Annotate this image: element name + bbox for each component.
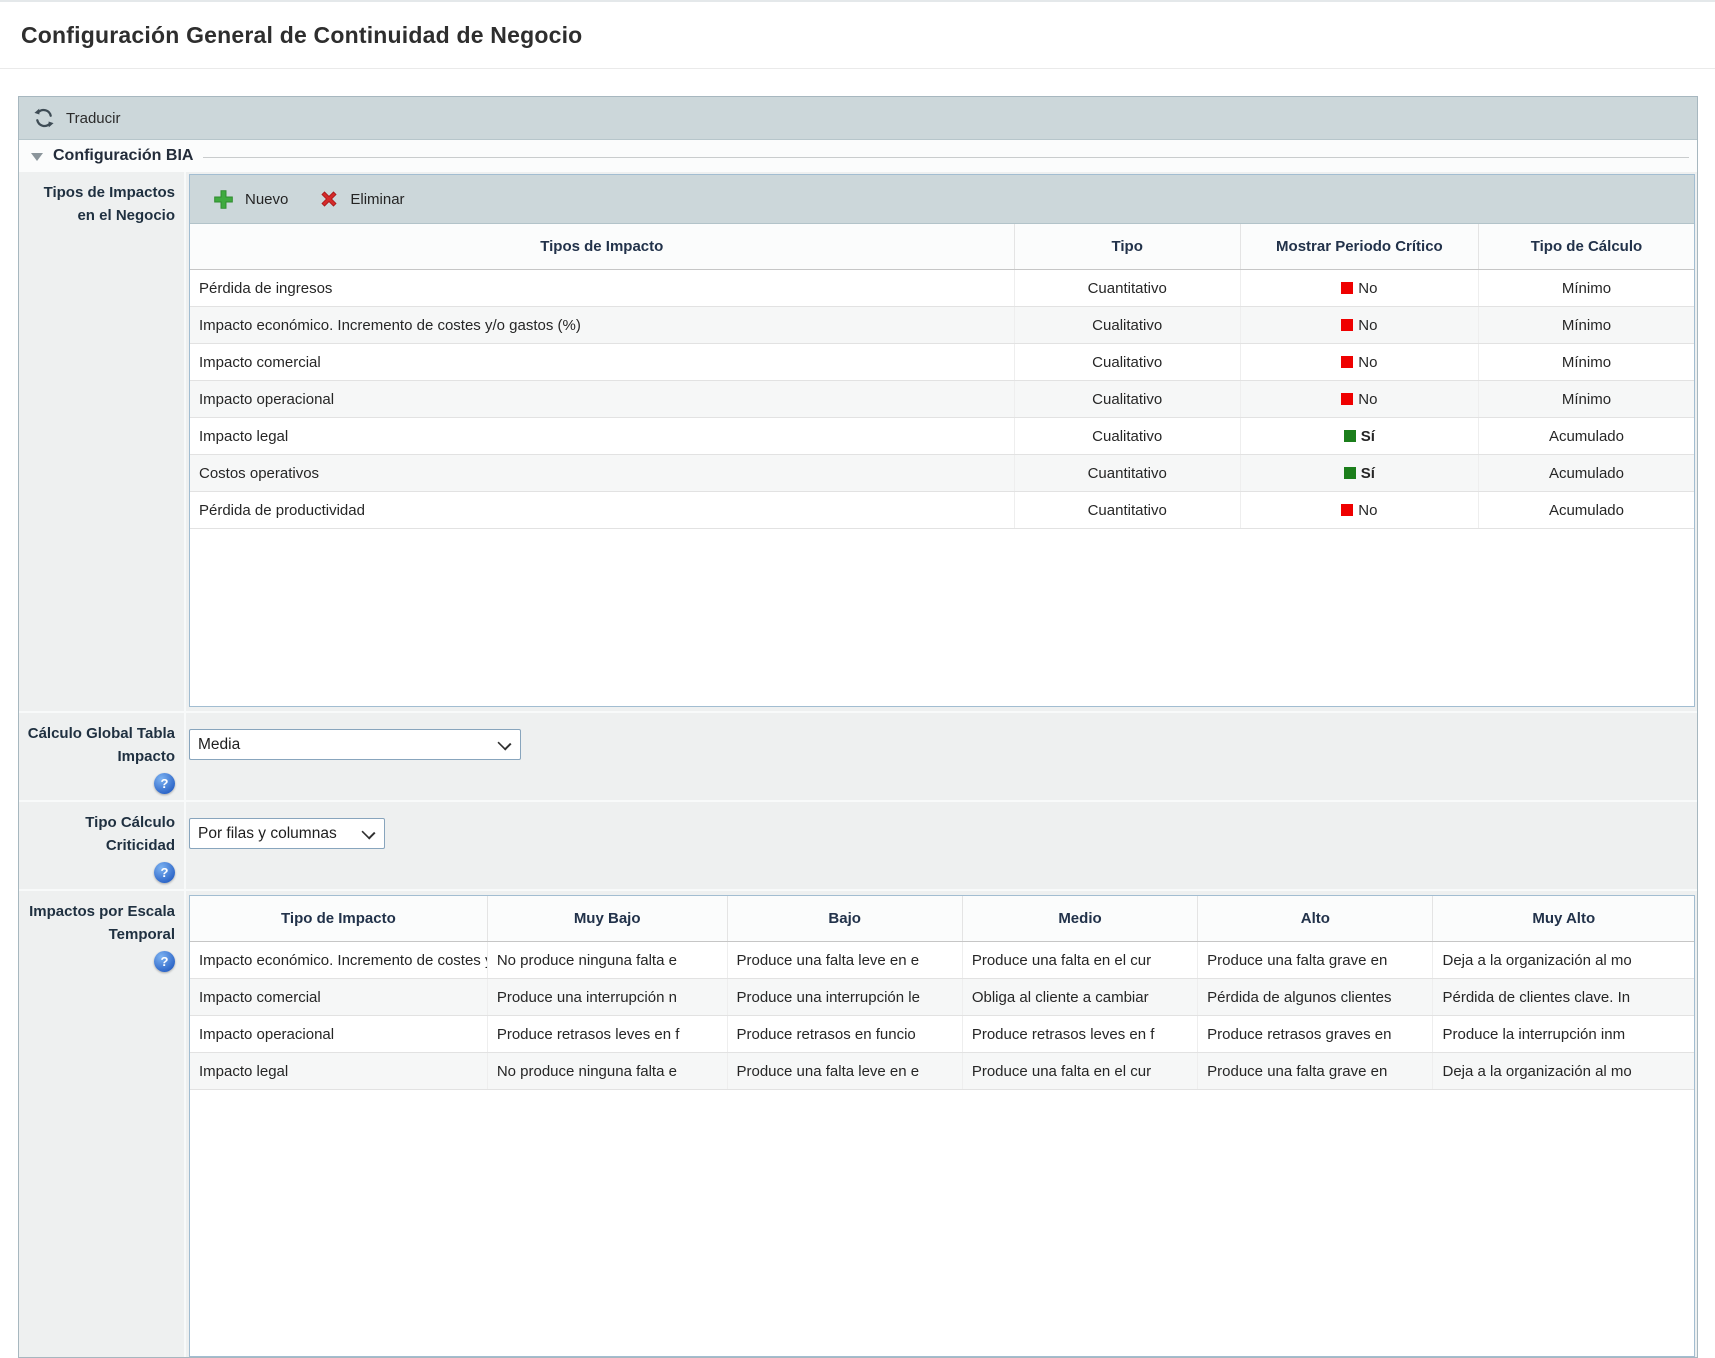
page-title: Configuración General de Continuidad de …	[21, 22, 583, 48]
status-badge: No	[1341, 502, 1377, 519]
status-badge: Sí	[1343, 465, 1375, 482]
field-label-impact-types: Tipos de Impactos en el Negocio	[19, 172, 186, 711]
column-header: Tipo de Cálculo	[1478, 224, 1694, 270]
status-square-icon	[1343, 466, 1356, 479]
table-row[interactable]: Impacto legal No produce ninguna falta e…	[190, 1052, 1694, 1090]
help-icon[interactable]: ?	[154, 773, 175, 794]
global-calc-select[interactable]: Media	[189, 729, 521, 760]
table-row[interactable]: Impacto comercial Cualitativo No Mínimo	[190, 343, 1694, 381]
column-header: Mostrar Periodo Crítico	[1240, 224, 1479, 270]
status-badge: No	[1341, 317, 1377, 334]
table-row[interactable]: Pérdida de ingresos Cuantitativo No Míni…	[190, 269, 1694, 307]
section-content: Tipos de Impactos en el Negocio Nuevo	[19, 172, 1697, 1357]
section-title: Configuración BIA	[53, 147, 194, 164]
page-header: Configuración General de Continuidad de …	[0, 0, 1715, 69]
table-row[interactable]: Impacto económico. Incremento de costes …	[190, 306, 1694, 344]
table-row[interactable]: Impacto operacional Produce retrasos lev…	[190, 1015, 1694, 1053]
column-header: Bajo	[727, 896, 963, 942]
table-row[interactable]: Impacto económico. Incremento de costes …	[190, 941, 1694, 979]
impact-types-header-row: Tipos de Impacto Tipo Mostrar Periodo Cr…	[190, 224, 1694, 270]
temporal-impacts-header-row: Tipo de Impacto Muy Bajo Bajo Medio Alto…	[190, 896, 1694, 942]
impact-types-table: Nuevo Eliminar	[189, 174, 1695, 707]
column-header: Muy Alto	[1432, 896, 1694, 942]
status-badge: No	[1341, 354, 1377, 371]
status-badge: No	[1341, 280, 1377, 297]
refresh-icon	[33, 107, 55, 129]
help-icon[interactable]: ?	[154, 951, 175, 972]
translate-button[interactable]: Traducir	[33, 107, 120, 129]
form-row-impact-types: Tipos de Impactos en el Negocio Nuevo	[19, 172, 1697, 713]
column-header: Medio	[962, 896, 1199, 942]
table-row[interactable]: Costos operativos Cuantitativo Sí Acumul…	[190, 454, 1694, 492]
impact-types-toolbar: Nuevo Eliminar	[190, 175, 1694, 224]
field-label-temporal-impacts: Impactos por Escala Temporal ?	[19, 891, 186, 1357]
status-square-icon	[1341, 392, 1354, 405]
table-row[interactable]: Impacto operacional Cualitativo No Mínim…	[190, 380, 1694, 418]
column-header: Muy Bajo	[487, 896, 728, 942]
status-square-icon	[1341, 318, 1354, 331]
plus-icon	[212, 188, 235, 211]
config-panel: Traducir Configuración BIA Tipos de Impa…	[18, 96, 1698, 1358]
column-header: Alto	[1197, 896, 1434, 942]
panel-toolbar: Traducir	[19, 97, 1697, 140]
table-row[interactable]: Impacto legal Cualitativo Sí Acumulado	[190, 417, 1694, 455]
delete-button[interactable]: Eliminar	[318, 188, 405, 210]
form-row-global-calc: Cálculo Global Tabla Impacto ? Media	[19, 713, 1697, 802]
status-square-icon	[1341, 503, 1354, 516]
help-icon[interactable]: ?	[154, 862, 175, 883]
field-label-criticality-calc: Tipo Cálculo Criticidad ?	[19, 802, 186, 889]
new-button[interactable]: Nuevo	[212, 188, 288, 211]
status-square-icon	[1343, 429, 1356, 442]
table-row[interactable]: Pérdida de productividad Cuantitativo No…	[190, 491, 1694, 529]
translate-label: Traducir	[66, 109, 121, 127]
table-row[interactable]: Impacto comercial Produce una interrupci…	[190, 978, 1694, 1016]
form-row-criticality-calc: Tipo Cálculo Criticidad ? Por filas y co…	[19, 802, 1697, 891]
status-badge: No	[1341, 391, 1377, 408]
collapse-triangle-icon[interactable]	[31, 153, 43, 161]
delete-x-icon	[318, 188, 340, 210]
column-header: Tipos de Impacto	[190, 224, 1015, 270]
status-square-icon	[1341, 281, 1354, 294]
temporal-impacts-table: Tipo de Impacto Muy Bajo Bajo Medio Alto…	[189, 895, 1695, 1357]
criticality-calc-select[interactable]: Por filas y columnas	[189, 818, 385, 849]
section-header-configuracion-bia[interactable]: Configuración BIA	[19, 140, 1697, 172]
column-header: Tipo de Impacto	[190, 896, 488, 942]
form-row-temporal-impacts: Impactos por Escala Temporal ? Tipo de I…	[19, 891, 1697, 1357]
field-label-global-calc: Cálculo Global Tabla Impacto ?	[19, 713, 186, 800]
section-rule	[203, 156, 1689, 158]
column-header: Tipo	[1014, 224, 1241, 270]
status-square-icon	[1341, 355, 1354, 368]
status-badge: Sí	[1343, 428, 1375, 445]
